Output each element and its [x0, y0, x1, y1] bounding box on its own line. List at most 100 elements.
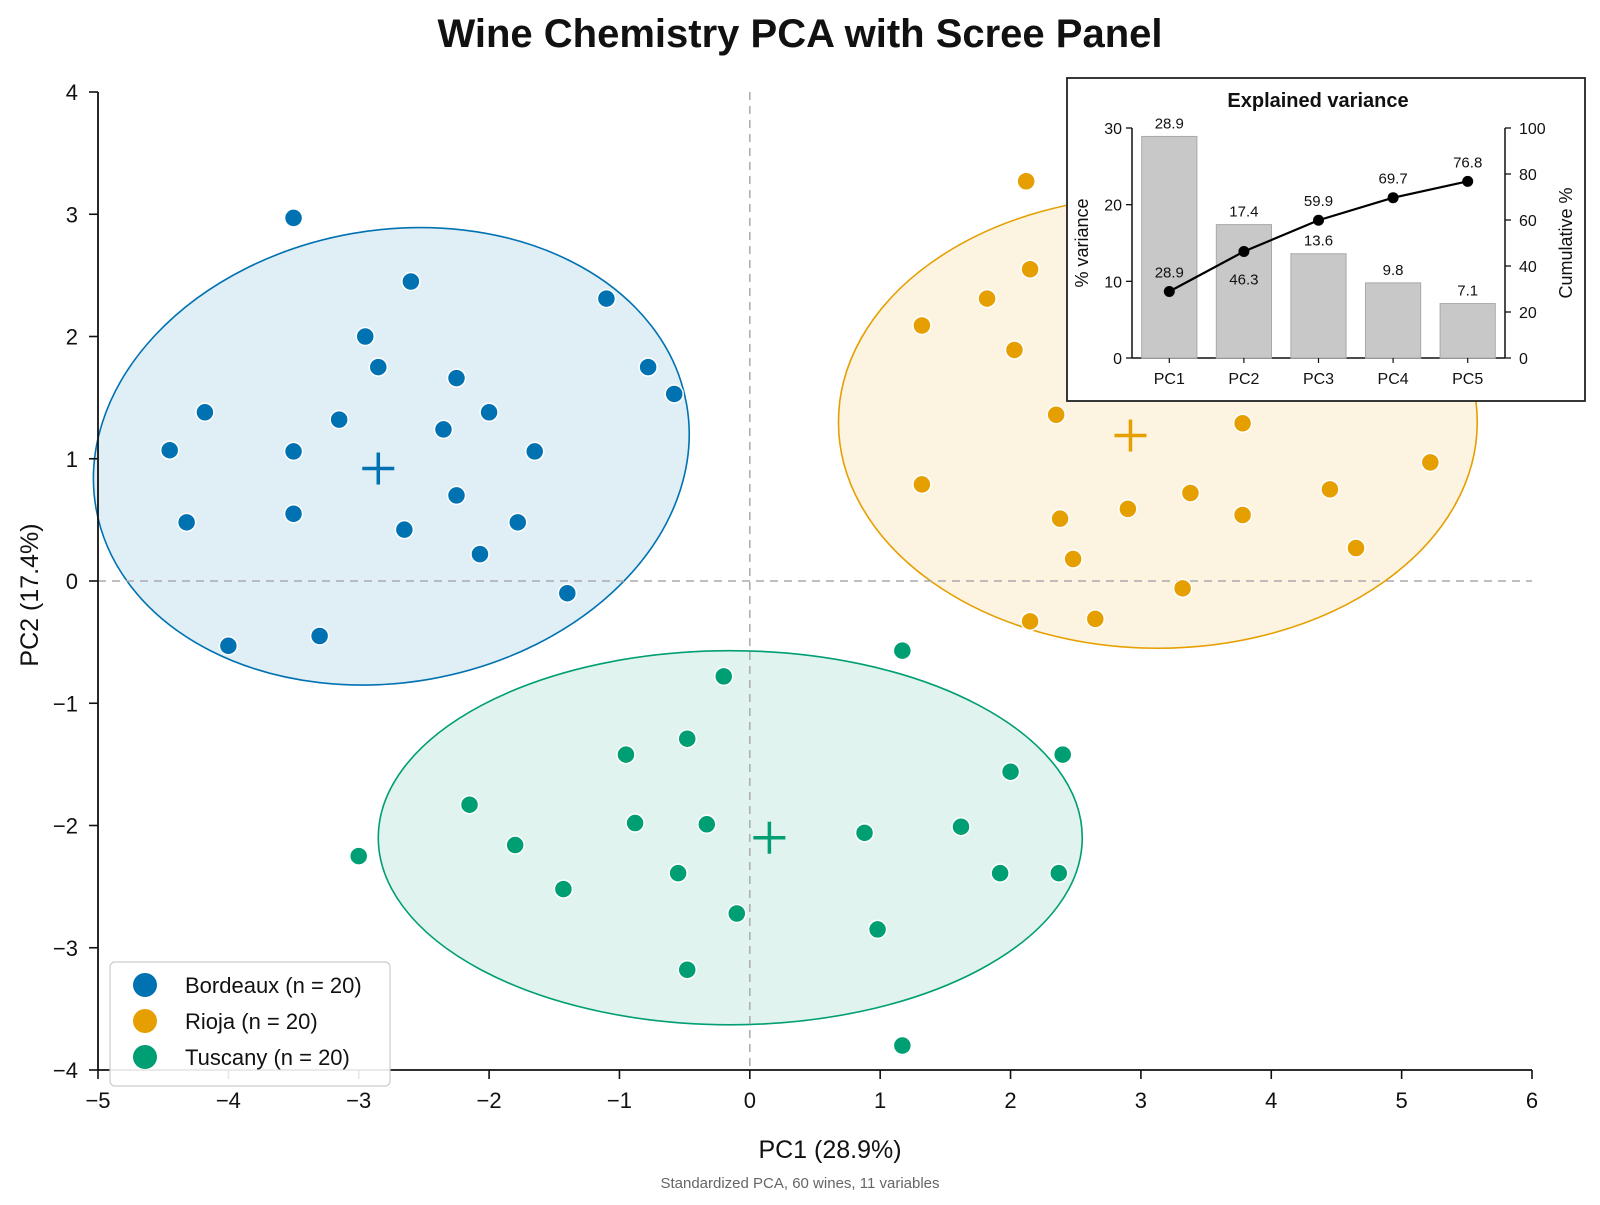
inset-right-tick-label: 20 — [1519, 305, 1537, 322]
x-tick-label: 5 — [1396, 1088, 1408, 1113]
data-point-1 — [1320, 479, 1340, 500]
main-axes: −5 −4 −3 −2 −1 0 1 2 3 4 5 6 −4 −3 −2 −1 0 1 2 3 4 — [53, 80, 1538, 1113]
scree-bar — [1439, 303, 1496, 359]
cumulative-value-label: 76.8 — [1453, 154, 1482, 171]
data-point-1 — [1016, 171, 1036, 191]
inset-left-axis-label: % variance — [1072, 198, 1092, 287]
x-tick-label: 4 — [1265, 1088, 1277, 1113]
legend-box — [109, 961, 391, 1087]
data-point-1 — [912, 315, 932, 336]
data-point-2 — [713, 666, 734, 687]
scree-inset-panel: Explained variance 0 10 20 30 0 20 40 60 80 100 % v… — [1066, 77, 1586, 402]
y-tick-label: 0 — [66, 569, 78, 594]
inset-right-tick-label: 40 — [1519, 259, 1537, 276]
legend-label-0: Bordeaux (n = 20) — [185, 973, 362, 998]
data-point-1 — [1046, 404, 1066, 425]
scree-bar — [1215, 224, 1273, 359]
x-tick-label: −2 — [477, 1088, 502, 1113]
cumulative-point — [1313, 214, 1324, 226]
data-point-2 — [892, 1035, 913, 1056]
legend-label-2: Tuscany (n = 20) — [185, 1045, 350, 1070]
data-point-0 — [159, 440, 180, 460]
data-point-0 — [596, 288, 617, 309]
inset-x-tick-label: PC5 — [1452, 371, 1483, 388]
data-point-2 — [990, 863, 1010, 883]
bar-value-label: 17.4 — [1229, 204, 1258, 221]
data-point-2 — [697, 814, 717, 835]
y-tick-label: −2 — [53, 814, 78, 839]
data-point-2 — [1000, 761, 1021, 782]
data-point-1 — [1346, 538, 1366, 558]
data-point-0 — [524, 441, 545, 462]
data-point-2 — [727, 903, 747, 924]
data-point-0 — [401, 271, 421, 292]
y-tick-label: 3 — [66, 202, 78, 227]
data-point-0 — [329, 409, 349, 430]
y-tick-label: −4 — [53, 1058, 78, 1083]
centroid-marker-0 — [362, 452, 395, 485]
data-point-2 — [625, 813, 645, 833]
data-point-0 — [557, 583, 578, 603]
data-point-1 — [1420, 452, 1441, 473]
y-tick-label: 4 — [66, 80, 78, 105]
centroid-marker-2 — [753, 821, 786, 854]
data-point-2 — [1052, 744, 1073, 765]
data-point-0 — [508, 512, 528, 533]
inset-title: Explained variance — [1227, 90, 1408, 112]
inset-right-axis-label: Cumulative % — [1556, 187, 1576, 298]
data-point-1 — [1020, 611, 1040, 632]
bar-value-label: 28.9 — [1155, 115, 1184, 132]
data-point-1 — [1232, 413, 1253, 434]
inset-x-tick-label: PC4 — [1378, 371, 1409, 388]
data-point-2 — [505, 835, 525, 855]
data-point-1 — [1085, 609, 1106, 629]
x-tick-label: −5 — [85, 1088, 110, 1113]
legend-marker-1 — [133, 1009, 157, 1033]
cumulative-point — [1387, 192, 1399, 204]
data-point-0 — [195, 402, 215, 423]
scree-bar — [1141, 135, 1198, 359]
data-point-1 — [1180, 483, 1201, 503]
inset-left-tick-label: 30 — [1104, 121, 1122, 138]
data-point-1 — [1063, 549, 1083, 569]
data-point-0 — [218, 636, 239, 656]
cumulative-value-label: 28.9 — [1155, 265, 1184, 282]
inset-x-tick-label: PC3 — [1303, 371, 1334, 388]
bar-value-label: 13.6 — [1304, 233, 1333, 250]
cumulative-point — [1462, 175, 1474, 187]
bar-value-label: 7.1 — [1457, 283, 1478, 300]
inset-left-tick-label: 20 — [1104, 198, 1122, 215]
scree-bar — [1364, 282, 1422, 359]
data-point-0 — [309, 626, 330, 646]
data-point-2 — [677, 728, 697, 749]
data-point-1 — [1020, 259, 1040, 280]
data-point-2 — [951, 816, 971, 837]
x-tick-label: 6 — [1526, 1088, 1538, 1113]
cumulative-point — [1238, 246, 1250, 258]
chart-caption: Standardized PCA, 60 wines, 11 variables — [660, 1175, 939, 1192]
data-point-2 — [892, 640, 913, 661]
data-point-1 — [912, 474, 932, 495]
y-axis-label: PC2 (17.4%) — [16, 523, 44, 666]
x-tick-label: −3 — [346, 1088, 371, 1113]
x-tick-label: 1 — [874, 1088, 886, 1113]
inset-x-tick-label: PC1 — [1154, 371, 1185, 388]
data-point-1 — [1050, 508, 1070, 529]
data-point-0 — [176, 512, 197, 533]
data-point-2 — [459, 794, 480, 815]
data-point-1 — [1004, 340, 1025, 360]
chart-title: Wine Chemistry PCA with Scree Panel — [437, 12, 1162, 56]
x-tick-label: 2 — [1004, 1088, 1016, 1113]
cumulative-value-label: 69.7 — [1378, 171, 1407, 188]
legend-marker-2 — [133, 1045, 157, 1069]
data-point-1 — [1172, 578, 1193, 599]
y-tick-label: −3 — [53, 936, 78, 961]
data-point-2 — [677, 960, 697, 980]
inset-right-tick-label: 60 — [1519, 213, 1537, 230]
data-point-0 — [433, 419, 454, 440]
data-point-2 — [348, 846, 369, 866]
data-point-2 — [854, 823, 875, 843]
reference-lines — [98, 92, 1532, 1070]
